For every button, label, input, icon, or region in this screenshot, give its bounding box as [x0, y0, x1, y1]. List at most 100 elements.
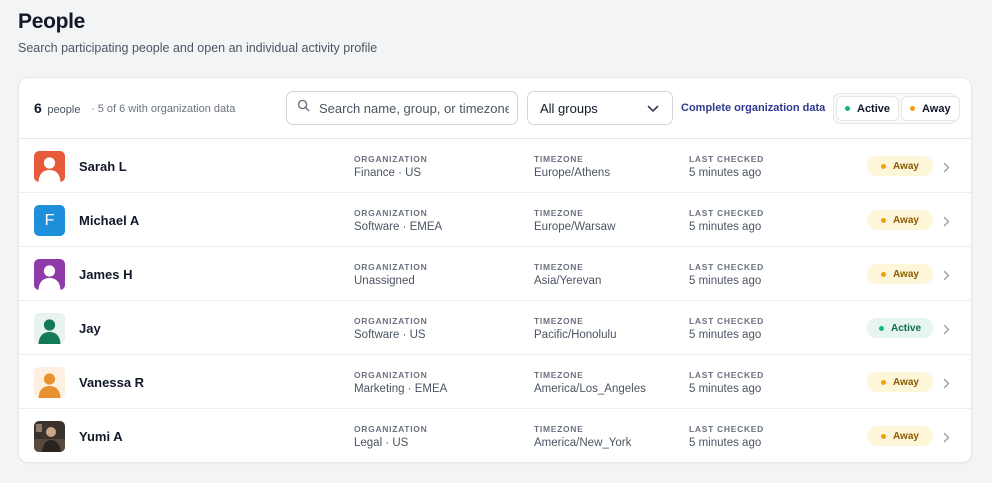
person-name: James H — [79, 267, 133, 282]
organization-label: ORGANIZATION — [354, 424, 428, 434]
timezone-value: America/New_York — [534, 437, 632, 449]
status-badge: Away — [867, 426, 933, 446]
status-badge: Away — [867, 264, 933, 284]
last-checked-label: LAST CHECKED — [689, 316, 764, 326]
organization-label: ORGANIZATION — [354, 208, 428, 218]
search-icon — [297, 99, 310, 117]
person-row[interactable]: Jay ORGANIZATION Software · US TIMEZONE Paci… — [19, 301, 971, 355]
last-checked-value: 5 minutes ago — [689, 275, 762, 287]
status-dot-icon — [881, 163, 887, 169]
person-name: Jay — [79, 321, 101, 336]
organization-value: Finance · US — [354, 167, 422, 179]
status-label: Active — [890, 322, 921, 334]
people-count: 6 people — [34, 100, 80, 116]
avatar — [34, 259, 65, 290]
last-checked-label: LAST CHECKED — [689, 424, 764, 434]
timezone-label: TIMEZONE — [534, 208, 584, 218]
timezone-label: TIMEZONE — [534, 424, 584, 434]
chevron-down-icon — [647, 101, 659, 116]
last-checked-label: LAST CHECKED — [689, 208, 764, 218]
complete-organization-data-link[interactable]: Complete organization data — [681, 102, 826, 114]
timezone-label: TIMEZONE — [534, 370, 584, 380]
timezone-value: Asia/Yerevan — [534, 275, 602, 287]
chevron-right-icon[interactable] — [943, 322, 950, 340]
page-subtitle: Search participating people and open an … — [18, 41, 378, 55]
organization-label: ORGANIZATION — [354, 316, 428, 326]
person-row[interactable]: Yumi A ORGANIZATION Legal · US TIMEZONE Amer… — [19, 409, 971, 462]
avatar — [34, 367, 65, 398]
person-name: Vanessa R — [79, 375, 145, 390]
people-count-number: 6 — [34, 100, 42, 116]
timezone-label: TIMEZONE — [534, 316, 584, 326]
avatar: F — [34, 205, 65, 236]
person-row[interactable]: Vanessa R ORGANIZATION Marketing · EMEA TIM… — [19, 355, 971, 409]
status-filter-group: Active Away — [833, 93, 959, 124]
last-checked-value: 5 minutes ago — [689, 383, 762, 395]
timezone-value: America/Los_Angeles — [534, 383, 646, 395]
search-input[interactable] — [319, 100, 509, 116]
timezone-value: Europe/Warsaw — [534, 221, 616, 233]
organization-value: Marketing · EMEA — [354, 383, 448, 395]
chevron-right-icon[interactable] — [943, 430, 950, 448]
filter-away-label: Away — [922, 102, 951, 115]
people-toolbar: 6 people · 5 of 6 with organization data… — [19, 78, 971, 139]
status-label: Away — [893, 214, 919, 226]
status-label: Away — [893, 376, 919, 388]
chevron-right-icon[interactable] — [943, 214, 950, 232]
page-title: People — [18, 10, 86, 33]
last-checked-value: 5 minutes ago — [689, 437, 762, 449]
group-select[interactable]: All groups — [527, 91, 673, 125]
status-badge: Away — [867, 372, 933, 392]
filter-active-button[interactable]: Active — [837, 97, 899, 120]
status-dot-icon — [881, 433, 887, 439]
last-checked-label: LAST CHECKED — [689, 370, 764, 380]
last-checked-value: 5 minutes ago — [689, 167, 762, 179]
person-row[interactable]: F Michael A ORGANIZATION Software · EMEA TIM… — [19, 193, 971, 247]
person-name: Michael A — [79, 213, 140, 228]
timezone-value: Pacific/Honolulu — [534, 329, 617, 341]
status-label: Away — [893, 160, 919, 172]
status-badge: Away — [867, 156, 933, 176]
organization-data-note: · 5 of 6 with organization data — [91, 103, 236, 115]
timezone-label: TIMEZONE — [534, 154, 584, 164]
organization-value: Legal · US — [354, 437, 409, 449]
search-box[interactable] — [286, 91, 518, 125]
status-badge: Away — [867, 210, 933, 230]
avatar — [34, 313, 65, 344]
organization-value: Software · EMEA — [354, 221, 443, 233]
chevron-right-icon[interactable] — [943, 160, 950, 178]
status-dot-icon — [881, 271, 887, 277]
person-row[interactable]: Sarah L ORGANIZATION Finance · US TIMEZONE E… — [19, 139, 971, 193]
organization-value: Unassigned — [354, 275, 415, 287]
timezone-value: Europe/Athens — [534, 167, 611, 179]
chevron-right-icon[interactable] — [943, 376, 950, 394]
status-dot-icon — [881, 217, 887, 223]
people-count-word: people — [47, 104, 81, 116]
away-dot-icon — [910, 106, 916, 111]
status-badge: Active — [867, 318, 933, 338]
avatar-letter: F — [44, 211, 55, 229]
filter-away-button[interactable]: Away — [902, 97, 959, 120]
person-row[interactable]: James H ORGANIZATION Unassigned TIMEZONE Asi… — [19, 247, 971, 301]
last-checked-value: 5 minutes ago — [689, 329, 762, 341]
last-checked-value: 5 minutes ago — [689, 221, 762, 233]
timezone-label: TIMEZONE — [534, 262, 584, 272]
chevron-right-icon[interactable] — [943, 268, 950, 286]
active-dot-icon — [845, 106, 850, 111]
avatar — [34, 151, 65, 182]
status-label: Away — [893, 268, 919, 280]
last-checked-label: LAST CHECKED — [689, 262, 764, 272]
organization-label: ORGANIZATION — [354, 154, 428, 164]
organization-label: ORGANIZATION — [354, 262, 428, 272]
filter-active-label: Active — [857, 102, 891, 115]
status-dot-icon — [878, 325, 884, 331]
person-name: Yumi A — [79, 429, 123, 444]
last-checked-label: LAST CHECKED — [689, 154, 764, 164]
status-label: Away — [893, 430, 919, 442]
status-dot-icon — [881, 379, 887, 385]
avatar — [34, 421, 65, 452]
person-name: Sarah L — [79, 159, 127, 174]
organization-value: Software · US — [354, 329, 426, 341]
people-card: 6 people · 5 of 6 with organization data… — [18, 77, 972, 463]
group-select-value: All groups — [540, 100, 598, 116]
